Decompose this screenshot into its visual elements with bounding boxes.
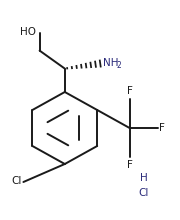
Text: F: F [159,123,165,133]
Text: F: F [127,86,132,97]
Text: NH: NH [103,58,119,68]
Text: F: F [127,160,132,169]
Text: 2: 2 [116,61,121,70]
Text: Cl: Cl [11,176,22,186]
Text: HO: HO [20,27,36,37]
Text: Cl: Cl [139,188,149,198]
Text: H: H [140,173,148,183]
